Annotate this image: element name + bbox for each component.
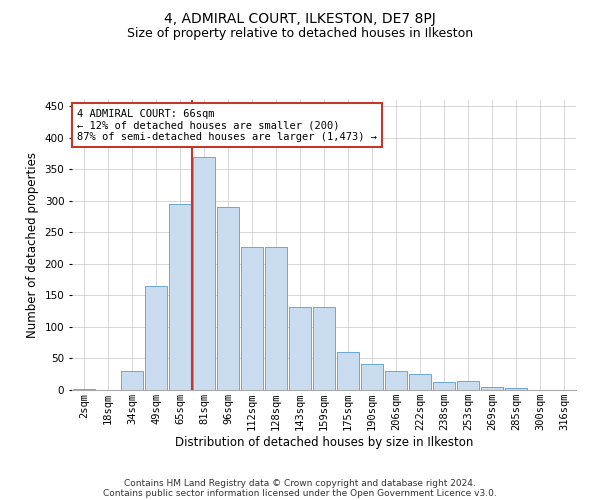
Bar [289, 307, 311, 390]
Bar [433, 382, 455, 390]
Bar [457, 381, 479, 390]
Bar [361, 364, 383, 390]
Bar [313, 307, 335, 390]
Bar [241, 247, 263, 390]
Bar [121, 371, 143, 390]
Bar [265, 247, 287, 390]
Bar [409, 374, 431, 390]
Text: 4 ADMIRAL COURT: 66sqm
← 12% of detached houses are smaller (200)
87% of semi-de: 4 ADMIRAL COURT: 66sqm ← 12% of detached… [77, 108, 377, 142]
Bar [193, 156, 215, 390]
Text: 4, ADMIRAL COURT, ILKESTON, DE7 8PJ: 4, ADMIRAL COURT, ILKESTON, DE7 8PJ [164, 12, 436, 26]
Bar [217, 207, 239, 390]
Bar [73, 388, 95, 390]
Text: Contains HM Land Registry data © Crown copyright and database right 2024.: Contains HM Land Registry data © Crown c… [124, 478, 476, 488]
Bar [505, 388, 527, 390]
X-axis label: Distribution of detached houses by size in Ilkeston: Distribution of detached houses by size … [175, 436, 473, 449]
Bar [337, 352, 359, 390]
Text: Contains public sector information licensed under the Open Government Licence v3: Contains public sector information licen… [103, 488, 497, 498]
Bar [145, 286, 167, 390]
Bar [385, 371, 407, 390]
Bar [169, 204, 191, 390]
Bar [481, 387, 503, 390]
Text: Size of property relative to detached houses in Ilkeston: Size of property relative to detached ho… [127, 28, 473, 40]
Y-axis label: Number of detached properties: Number of detached properties [26, 152, 39, 338]
